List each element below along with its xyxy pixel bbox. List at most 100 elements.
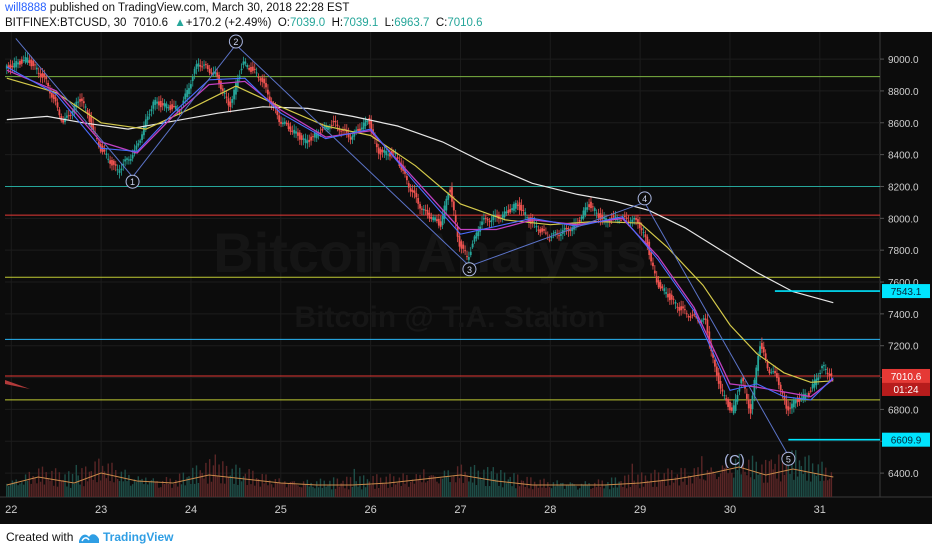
tradingview-brand[interactable]: TradingView (103, 530, 174, 544)
volume-bar (111, 462, 113, 497)
volume-bar (659, 481, 662, 497)
volume-bar (533, 481, 536, 497)
volume-bar (49, 480, 51, 497)
candle-body (370, 119, 373, 131)
candle-body (184, 93, 187, 100)
volume-bar (464, 471, 466, 497)
candle-body (646, 236, 649, 246)
volume-bar (691, 483, 694, 497)
candle-body (548, 239, 551, 241)
candle-body (81, 98, 83, 102)
candle-body (120, 168, 123, 171)
candle-body (655, 276, 658, 283)
wave-label-circle (228, 34, 243, 49)
price-chart[interactable]: 9000.0 8800.0 8600.0 8400.0 8200.0 8000.0 7800… (0, 32, 932, 524)
volume-bar (265, 474, 267, 497)
candle-body (822, 365, 825, 367)
volume-bar (88, 471, 91, 497)
candle-body (349, 137, 352, 140)
candle-body (389, 153, 391, 157)
candle-body (253, 68, 256, 70)
price-tick-label: 7600.0 (888, 278, 919, 289)
volume-bar (430, 475, 433, 497)
candle-body (146, 116, 149, 121)
candle-body (447, 193, 450, 200)
candle-body (717, 372, 720, 384)
volume-bar (798, 460, 801, 497)
candle-body (460, 241, 463, 249)
candle-body (351, 135, 354, 140)
price-tick-label: 7800.0 (888, 246, 919, 257)
volume-bar (332, 477, 335, 497)
candle-body (715, 366, 718, 376)
candle-body (360, 127, 363, 130)
volume-bar (235, 464, 237, 497)
candle-body (203, 64, 205, 66)
volume-bar (453, 475, 455, 497)
candle-body (297, 132, 299, 136)
volume-bar (393, 476, 395, 497)
volume-bar (299, 486, 301, 497)
candle-body (387, 154, 390, 156)
wave-label-circle (637, 191, 652, 206)
candle-body (327, 126, 329, 131)
volume-bar (779, 481, 782, 497)
volume-bar (75, 464, 77, 497)
candle-body (531, 219, 534, 223)
wave-label-text: 5 (786, 454, 791, 464)
volume-bar (569, 482, 572, 497)
chart-area[interactable]: 9000.0 8800.0 8600.0 8400.0 8200.0 8000.0 7800… (0, 32, 932, 524)
candle-body (776, 373, 778, 378)
volume-bar (24, 474, 27, 497)
volume-bar (130, 485, 132, 497)
candle-body (792, 400, 795, 408)
volume-bar (383, 483, 386, 497)
volume-bar (325, 486, 327, 497)
volume-bar (163, 484, 166, 497)
candle-body (169, 105, 172, 110)
candle-body (787, 406, 790, 411)
candle-body (69, 115, 72, 117)
candle-body (173, 106, 175, 108)
volume-bar (654, 469, 656, 497)
volume-bar (284, 481, 286, 497)
candle-body (601, 214, 604, 220)
author-link[interactable]: will8888 (5, 2, 47, 14)
candle-body (565, 227, 568, 230)
volume-bar (222, 461, 224, 497)
volume-bar (727, 473, 729, 497)
volume-bar (579, 488, 581, 497)
volume-bar (520, 480, 523, 497)
volume-bar (197, 482, 200, 497)
candle-body (216, 72, 219, 77)
volume-bar (530, 477, 532, 497)
volume-bar (210, 481, 213, 497)
volume-bar (501, 487, 504, 497)
candle-body (426, 209, 429, 215)
candle-body (366, 120, 369, 122)
created-with-label: Created with (6, 530, 74, 544)
volume-bar (188, 476, 190, 497)
candle-body (719, 380, 722, 389)
candle-body (729, 401, 731, 411)
volume-bar (706, 470, 709, 497)
volume-bar (171, 487, 173, 497)
volume-bar (184, 485, 186, 497)
volume-bar (517, 474, 519, 497)
volume-bar (582, 484, 585, 497)
candle-body (766, 361, 769, 369)
candle-body (543, 229, 545, 231)
volume-bar (808, 455, 810, 497)
volume-bar (704, 480, 707, 497)
volume-bar (192, 467, 194, 497)
volume-bar (135, 482, 138, 497)
volume-bar (804, 456, 806, 497)
candle-body (88, 112, 91, 122)
candle-body (291, 130, 294, 132)
candle-body (310, 136, 312, 141)
candle-body (437, 218, 440, 226)
volume-bar (186, 477, 188, 497)
tradingview-logo-icon[interactable] (78, 529, 100, 545)
volume-bar (781, 454, 784, 497)
candle-body (625, 217, 628, 220)
